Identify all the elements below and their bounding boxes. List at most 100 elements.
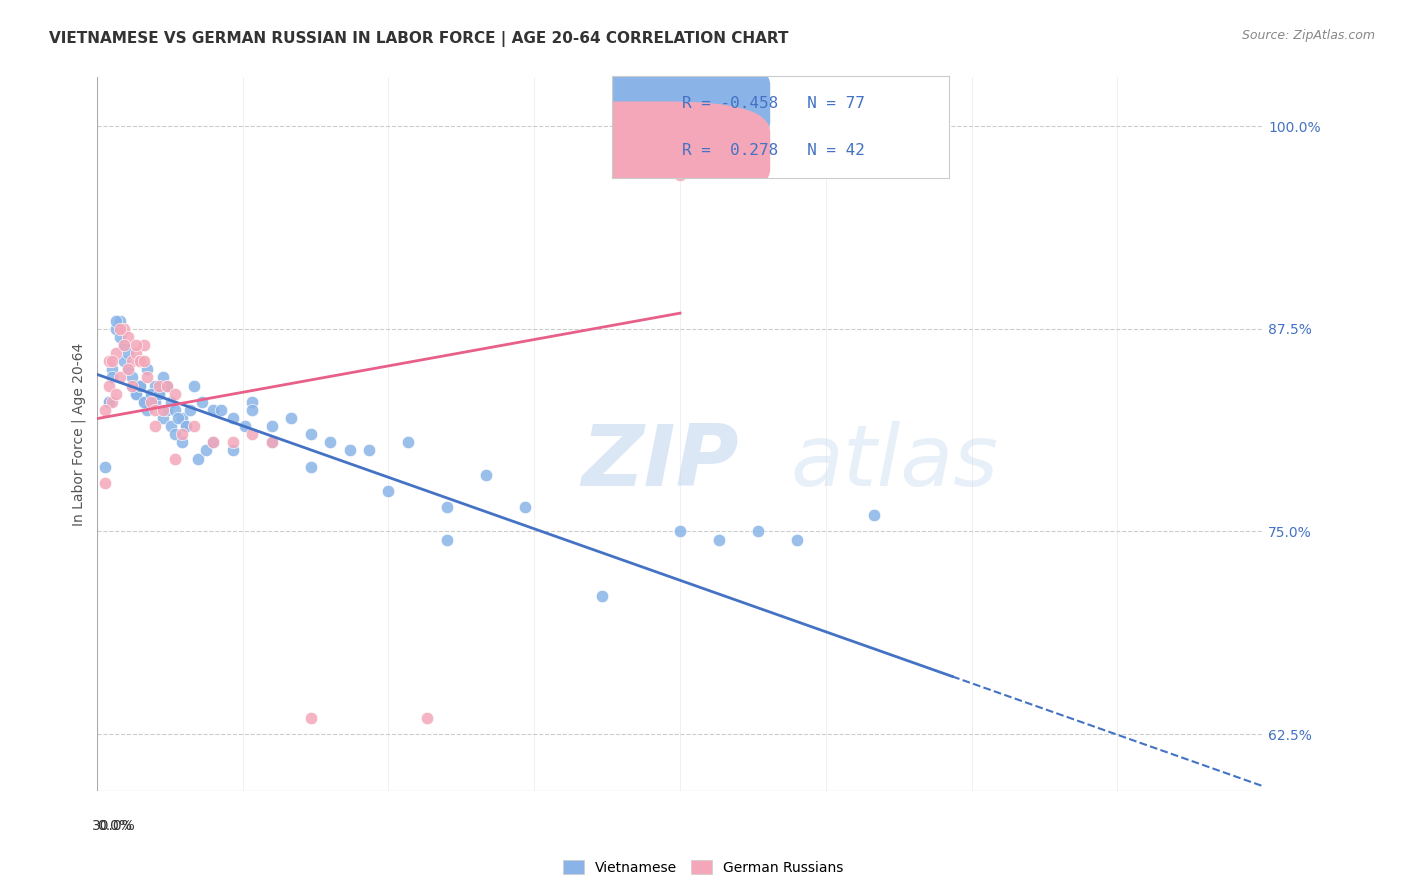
Point [93, 402, 115, 417]
Point [105, 386, 128, 401]
Point [143, 394, 166, 409]
Point [143, 378, 166, 392]
Point [128, 354, 150, 368]
Point [112, 338, 135, 352]
Point [553, 816, 575, 830]
Point [669, 111, 692, 125]
Point [183, 419, 205, 434]
Point [172, 435, 194, 450]
Point [260, 435, 283, 450]
Point [141, 386, 163, 401]
Point [194, 443, 217, 458]
Point [240, 394, 263, 409]
Point [128, 378, 150, 392]
Point [669, 524, 692, 539]
Text: 30.0%: 30.0% [91, 820, 136, 833]
Point [136, 362, 159, 376]
Point [222, 443, 245, 458]
Point [299, 711, 322, 725]
Point [101, 362, 124, 376]
Point [172, 427, 194, 442]
Point [121, 370, 143, 384]
Point [121, 354, 143, 368]
Point [163, 451, 186, 466]
Point [90, 808, 112, 822]
Point [108, 313, 131, 327]
Legend: Vietnamese, German Russians: Vietnamese, German Russians [557, 855, 849, 880]
Point [125, 346, 148, 360]
Point [108, 370, 131, 384]
Point [97, 354, 120, 368]
Point [209, 402, 232, 417]
Point [436, 533, 458, 547]
Point [187, 451, 209, 466]
Point [117, 346, 139, 360]
Point [202, 435, 225, 450]
Text: ZIP: ZIP [581, 421, 738, 504]
Point [474, 467, 496, 482]
Point [163, 427, 186, 442]
Point [163, 402, 186, 417]
Point [148, 386, 170, 401]
Point [128, 378, 150, 392]
Point [125, 386, 148, 401]
Point [174, 419, 197, 434]
Point [108, 330, 131, 344]
Point [132, 354, 155, 368]
Point [299, 459, 322, 474]
Text: atlas: atlas [790, 421, 998, 504]
Point [105, 313, 128, 327]
Point [148, 386, 170, 401]
Point [125, 338, 148, 352]
Point [152, 402, 174, 417]
Point [93, 475, 115, 490]
Point [260, 435, 283, 450]
Point [240, 402, 263, 417]
Point [156, 378, 179, 392]
Point [112, 322, 135, 336]
Point [260, 419, 283, 434]
Point [159, 419, 181, 434]
Point [202, 435, 225, 450]
Point [233, 419, 256, 434]
Point [319, 435, 342, 450]
Point [240, 427, 263, 442]
Point [416, 711, 439, 725]
Point [136, 370, 159, 384]
Point [299, 427, 322, 442]
Point [174, 419, 197, 434]
Point [117, 362, 139, 376]
Point [101, 370, 124, 384]
Point [222, 411, 245, 425]
Point [101, 394, 124, 409]
Point [97, 394, 120, 409]
Point [863, 508, 886, 523]
Text: Source: ZipAtlas.com: Source: ZipAtlas.com [1241, 29, 1375, 42]
Point [436, 500, 458, 515]
Text: R =  0.278   N = 42: R = 0.278 N = 42 [682, 144, 865, 158]
Point [669, 168, 692, 182]
Point [125, 386, 148, 401]
Point [117, 330, 139, 344]
Text: VIETNAMESE VS GERMAN RUSSIAN IN LABOR FORCE | AGE 20-64 CORRELATION CHART: VIETNAMESE VS GERMAN RUSSIAN IN LABOR FO… [49, 31, 789, 47]
Point [152, 411, 174, 425]
FancyBboxPatch shape [524, 102, 770, 200]
Point [136, 402, 159, 417]
Point [280, 411, 302, 425]
Point [97, 394, 120, 409]
Point [152, 370, 174, 384]
Point [141, 394, 163, 409]
Point [143, 402, 166, 417]
Point [101, 354, 124, 368]
Point [141, 386, 163, 401]
Point [591, 590, 613, 604]
Point [377, 483, 399, 498]
Point [117, 362, 139, 376]
Point [163, 386, 186, 401]
Point [108, 322, 131, 336]
Point [132, 394, 155, 409]
Point [357, 443, 380, 458]
Point [93, 459, 115, 474]
Point [183, 378, 205, 392]
Point [396, 435, 419, 450]
